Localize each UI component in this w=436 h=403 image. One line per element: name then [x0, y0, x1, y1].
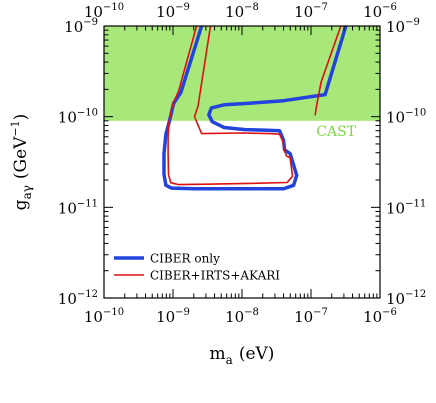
y-tick-label-left: 10−10: [58, 108, 98, 127]
x-tick-label-bottom: 10−9: [156, 307, 190, 326]
x-tick-label-bottom: 10−10: [84, 307, 124, 326]
y-tick-label-left: 10−9: [64, 17, 98, 36]
series-line-3: [314, 26, 342, 116]
y-tick-label-left: 10−12: [58, 289, 98, 308]
y-tick-label-left: 10−11: [58, 198, 98, 217]
y-tick-label-right: 10−10: [386, 108, 426, 127]
legend-label: CIBER+IRTS+AKARI: [150, 269, 280, 283]
cast-excluded-region: [104, 26, 380, 121]
y-tick-label-right: 10−9: [386, 17, 420, 36]
y-tick-label-right: 10−11: [386, 198, 426, 217]
x-tick-label-top: 10−6: [363, 2, 397, 21]
x-tick-label-bottom: 10−8: [225, 307, 259, 326]
x-tick-label-bottom: 10−7: [294, 307, 328, 326]
series-line-2: [167, 26, 294, 186]
x-tick-label-top: 10−7: [294, 2, 328, 21]
x-tick-label-top: 10−9: [156, 2, 190, 21]
x-tick-label-top: 10−8: [225, 2, 259, 21]
y-tick-label-right: 10−12: [386, 289, 426, 308]
cast-label: CAST: [316, 124, 356, 140]
series-line-1: [162, 26, 348, 191]
x-tick-label-bottom: 10−6: [363, 307, 397, 326]
y-axis-label: gaγ(GeV−1): [9, 114, 34, 211]
x-tick-label-top: 10−10: [84, 2, 124, 21]
x-axis-label: ma (eV): [210, 344, 275, 367]
legend-label: CIBER only: [150, 252, 220, 266]
axis-ticks: [103, 25, 381, 299]
